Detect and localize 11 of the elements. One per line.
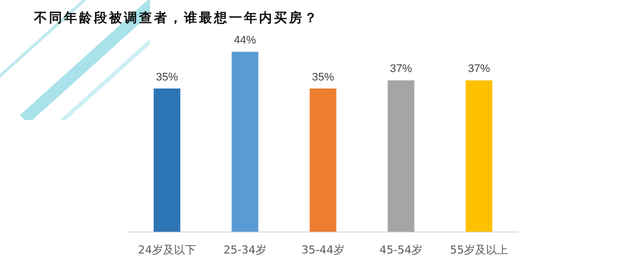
data-label: 35%: [312, 71, 334, 84]
x-tick-label: 35-44岁: [302, 243, 344, 256]
data-label: 37%: [390, 63, 412, 76]
data-label: 35%: [156, 71, 178, 84]
data-label: 37%: [468, 63, 490, 76]
data-label: 44%: [234, 34, 256, 47]
x-tick-label: 25-34岁: [224, 243, 266, 256]
x-tick-label: 24岁及以下: [138, 243, 196, 256]
x-tick-label: 55岁及以上: [450, 243, 508, 256]
chart-title: 不同年龄段被调查者，谁最想一年内买房？: [34, 10, 319, 27]
x-tick-label: 45-54岁: [380, 243, 422, 256]
